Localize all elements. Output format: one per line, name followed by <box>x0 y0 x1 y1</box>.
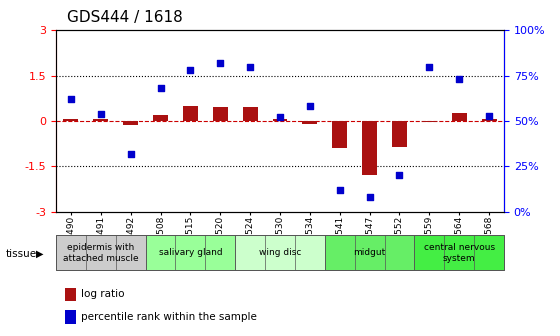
Text: log ratio: log ratio <box>81 290 124 299</box>
Bar <box>146 235 235 270</box>
Bar <box>235 235 325 270</box>
Bar <box>325 235 414 270</box>
Point <box>156 86 165 91</box>
Bar <box>452 114 466 121</box>
Point <box>484 113 493 118</box>
Bar <box>94 119 108 121</box>
Bar <box>302 121 318 124</box>
Text: tissue: tissue <box>6 249 37 259</box>
Text: ▶: ▶ <box>36 249 44 259</box>
Point <box>246 64 255 69</box>
Text: percentile rank within the sample: percentile rank within the sample <box>81 312 256 322</box>
Point <box>305 104 314 109</box>
Bar <box>183 106 198 121</box>
Bar <box>362 121 377 175</box>
Point <box>186 68 195 73</box>
Bar <box>482 120 497 121</box>
Bar <box>422 121 437 123</box>
Point <box>395 173 404 178</box>
Bar <box>63 120 78 121</box>
Point <box>216 60 225 66</box>
Bar <box>273 120 287 121</box>
Bar <box>242 108 258 121</box>
Bar <box>414 235 504 270</box>
Bar <box>65 310 76 324</box>
Text: GDS444 / 1618: GDS444 / 1618 <box>67 10 183 25</box>
Point <box>67 96 76 102</box>
Point <box>96 111 105 116</box>
Text: epidermis with
attached muscle: epidermis with attached muscle <box>63 243 139 262</box>
Point <box>455 77 464 82</box>
Bar <box>332 121 347 148</box>
Bar <box>123 121 138 126</box>
Bar <box>392 121 407 147</box>
Bar <box>56 235 146 270</box>
Bar <box>65 288 76 301</box>
Text: midgut: midgut <box>353 248 386 257</box>
Bar <box>153 115 168 121</box>
Text: central nervous
system: central nervous system <box>423 243 495 262</box>
Bar <box>213 108 228 121</box>
Point <box>425 64 434 69</box>
Point <box>276 115 284 120</box>
Point <box>126 151 135 156</box>
Text: salivary gland: salivary gland <box>158 248 222 257</box>
Point <box>365 195 374 200</box>
Text: wing disc: wing disc <box>259 248 301 257</box>
Point <box>335 187 344 193</box>
